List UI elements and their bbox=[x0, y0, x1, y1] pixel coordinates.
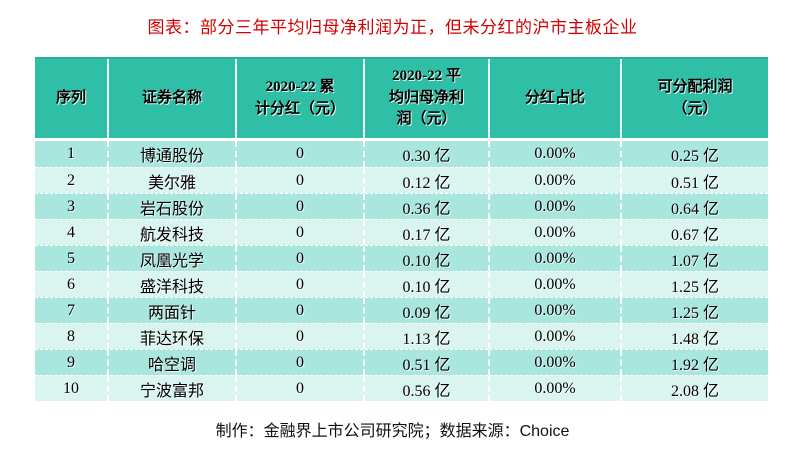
table-cell: 0 bbox=[237, 194, 365, 219]
table-cell: 菲达环保 bbox=[109, 324, 237, 349]
table-cell: 盛洋科技 bbox=[109, 272, 237, 297]
table-row: 10 宁波富邦 0 0.56 亿 0.00% 2.08 亿 bbox=[35, 375, 768, 401]
table-cell: 0.12 亿 bbox=[365, 168, 490, 193]
table-cell: 0.10 亿 bbox=[365, 272, 490, 297]
column-header: 分红占比 bbox=[490, 59, 622, 138]
table-row: 7 两面针 0 0.09 亿 0.00% 1.25 亿 bbox=[35, 297, 768, 323]
column-header: 2020-22 平 均归母净利 润（元） bbox=[365, 59, 490, 138]
table-cell: 1.92 亿 bbox=[670, 356, 719, 374]
table-cell: 博通股份 bbox=[109, 141, 237, 167]
table-cell: 两面针 bbox=[109, 298, 237, 323]
table-cell: 0.36 亿 bbox=[365, 194, 490, 219]
data-table: 序列 证券名称 2020-22 累 计分红（元） 2020-22 平 均归母净利 润（… bbox=[35, 57, 768, 401]
table-cell: 0.00% bbox=[490, 298, 622, 323]
table-cell: 8 bbox=[35, 324, 109, 349]
table-row: 9 哈空调 0 0.51 亿 0.00% 1.92 亿 bbox=[35, 349, 768, 375]
table-cell: 凤凰光学 bbox=[109, 246, 237, 271]
table-cell: 0 bbox=[237, 376, 365, 401]
table-cell: 0.00% bbox=[490, 376, 622, 401]
table-row: 4 航发科技 0 0.17 亿 0.00% 0.67 亿 bbox=[35, 219, 768, 245]
table-cell: 航发科技 bbox=[109, 220, 237, 245]
chart-title: 图表：部分三年平均归母净利润为正，但未分红的沪市主板企业 bbox=[147, 18, 638, 37]
table-cell: 4 bbox=[35, 220, 109, 245]
table-cell: 0 bbox=[237, 168, 365, 193]
table-cell: 0.00% bbox=[490, 324, 622, 349]
table-cell: 0 bbox=[237, 141, 365, 167]
column-header: 2020-22 累 计分红（元） bbox=[237, 59, 365, 138]
table-row: 2 美尔雅 0 0.12 亿 0.00% 0.51 亿 bbox=[35, 167, 768, 193]
table-cell: 0 bbox=[237, 350, 365, 375]
table-cell: 0.64 亿 bbox=[670, 200, 719, 218]
table-cell: 6 bbox=[35, 272, 109, 297]
source-note: 制作：金融界上市公司研究院；数据来源：Choice bbox=[215, 423, 570, 440]
table-cell: 1.13 亿 bbox=[365, 324, 490, 349]
table-cell: 0.56 亿 bbox=[365, 376, 490, 401]
table-cell: 3 bbox=[35, 194, 109, 219]
table-cell: 0 bbox=[237, 220, 365, 245]
table-row: 3 岩石股份 0 0.36 亿 0.00% 0.64 亿 bbox=[35, 193, 768, 219]
table-cell: 1 bbox=[35, 141, 109, 167]
table-cell: 0.00% bbox=[490, 220, 622, 245]
table-cell: 哈空调 bbox=[109, 350, 237, 375]
table-cell: 7 bbox=[35, 298, 109, 323]
table-cell: 岩石股份 bbox=[109, 194, 237, 219]
table-cell: 0.51 亿 bbox=[670, 174, 719, 192]
table-cell: 0 bbox=[237, 298, 365, 323]
table-cell: 宁波富邦 bbox=[109, 376, 237, 401]
table-cell: 0 bbox=[237, 324, 365, 349]
table-cell: 1.07 亿 bbox=[670, 252, 719, 270]
table-cell: 1.48 亿 bbox=[670, 330, 719, 348]
column-header: 序列 bbox=[35, 59, 109, 138]
table-cell: 1.25 亿 bbox=[670, 278, 719, 296]
table-cell: 0.00% bbox=[490, 141, 622, 167]
table-cell: 美尔雅 bbox=[109, 168, 237, 193]
table-cell: 0.10 亿 bbox=[365, 246, 490, 271]
table-body: 1 博通股份 0 0.30 亿 0.00% 0.25 亿 2 美尔雅 0 0.12 亿 0.00% 0… bbox=[35, 141, 768, 401]
table-cell: 5 bbox=[35, 246, 109, 271]
table-cell: 0.00% bbox=[490, 272, 622, 297]
table-cell: 10 bbox=[35, 376, 109, 401]
table-cell: 0.00% bbox=[490, 168, 622, 193]
table-cell: 0.51 亿 bbox=[365, 350, 490, 375]
table-cell: 0.17 亿 bbox=[365, 220, 490, 245]
table-cell: 0.25 亿 bbox=[670, 148, 719, 165]
table-row: 8 菲达环保 0 1.13 亿 0.00% 1.48 亿 bbox=[35, 323, 768, 349]
table-cell: 9 bbox=[35, 350, 109, 375]
table-cell: 0.00% bbox=[490, 194, 622, 219]
table-cell: 0.09 亿 bbox=[365, 298, 490, 323]
table-cell: 2 bbox=[35, 168, 109, 193]
table-cell: 0.00% bbox=[490, 350, 622, 375]
table-row: 6 盛洋科技 0 0.10 亿 0.00% 1.25 亿 bbox=[35, 271, 768, 297]
table-header-row: 序列 证券名称 2020-22 累 计分红（元） 2020-22 平 均归母净利 润（… bbox=[35, 57, 768, 138]
table-cell: 1.25 亿 bbox=[670, 304, 719, 322]
column-header: 证券名称 bbox=[109, 59, 237, 138]
column-header: 可分配利润 （元） bbox=[657, 78, 733, 117]
table-cell: 0 bbox=[237, 246, 365, 271]
table-cell: 0 bbox=[237, 272, 365, 297]
table-cell: 2.08 亿 bbox=[670, 382, 719, 400]
table-cell: 0.67 亿 bbox=[670, 226, 719, 244]
table-cell: 0.00% bbox=[490, 246, 622, 271]
table-row: 5 凤凰光学 0 0.10 亿 0.00% 1.07 亿 bbox=[35, 245, 768, 271]
table-row: 1 博通股份 0 0.30 亿 0.00% 0.25 亿 bbox=[35, 141, 768, 167]
table-cell: 0.30 亿 bbox=[365, 141, 490, 167]
